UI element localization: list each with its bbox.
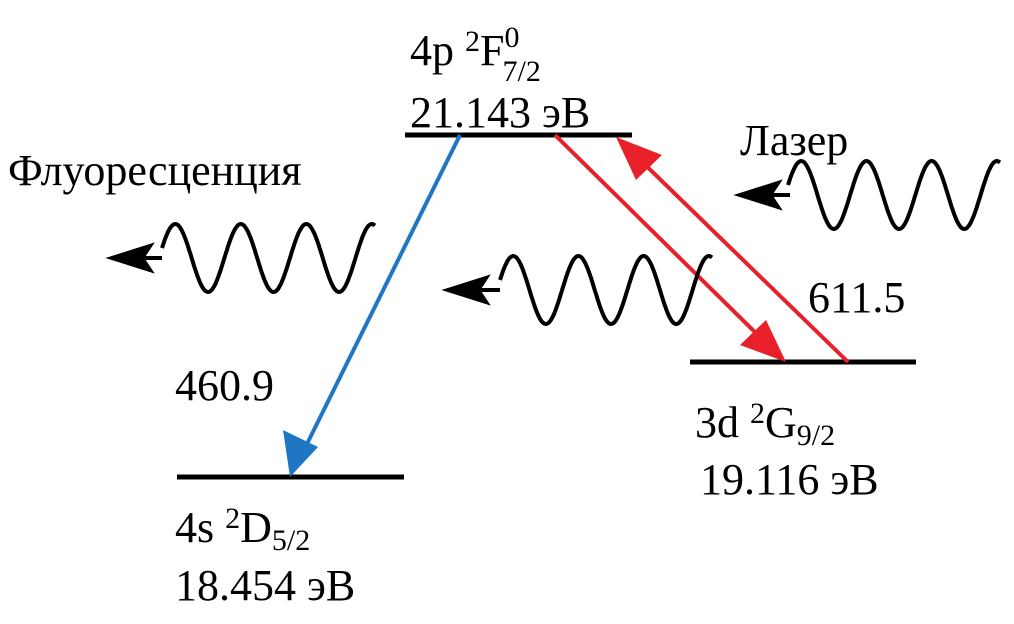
energy-label: 18.454 эВ	[175, 561, 355, 610]
term-label: 4p 2F0 7/2	[410, 21, 541, 88]
transition-arrow	[630, 150, 850, 364]
wave	[786, 158, 1002, 232]
energy-label: 19.116 эВ	[700, 455, 879, 504]
energy-label: 21.143 эВ	[410, 88, 590, 137]
fluorescence-label: Флуоресценция	[8, 146, 302, 195]
transition-arrow	[553, 133, 772, 349]
transition-arrow	[298, 134, 462, 459]
term-label: 3d 2G9/2	[695, 397, 835, 452]
wave	[498, 253, 714, 327]
wave-arrow	[441, 274, 500, 306]
wave	[160, 221, 377, 295]
arrowhead	[283, 430, 318, 477]
arrowhead	[740, 320, 786, 362]
wave-arrow	[733, 179, 790, 211]
wavelength-label: 611.5	[808, 273, 905, 322]
laser-label: Лазер	[740, 116, 848, 165]
wave-arrow	[105, 242, 162, 274]
wavelength-label: 460.9	[175, 361, 274, 410]
term-label: 4s 2D5/2	[175, 502, 310, 557]
arrowhead	[616, 137, 662, 180]
